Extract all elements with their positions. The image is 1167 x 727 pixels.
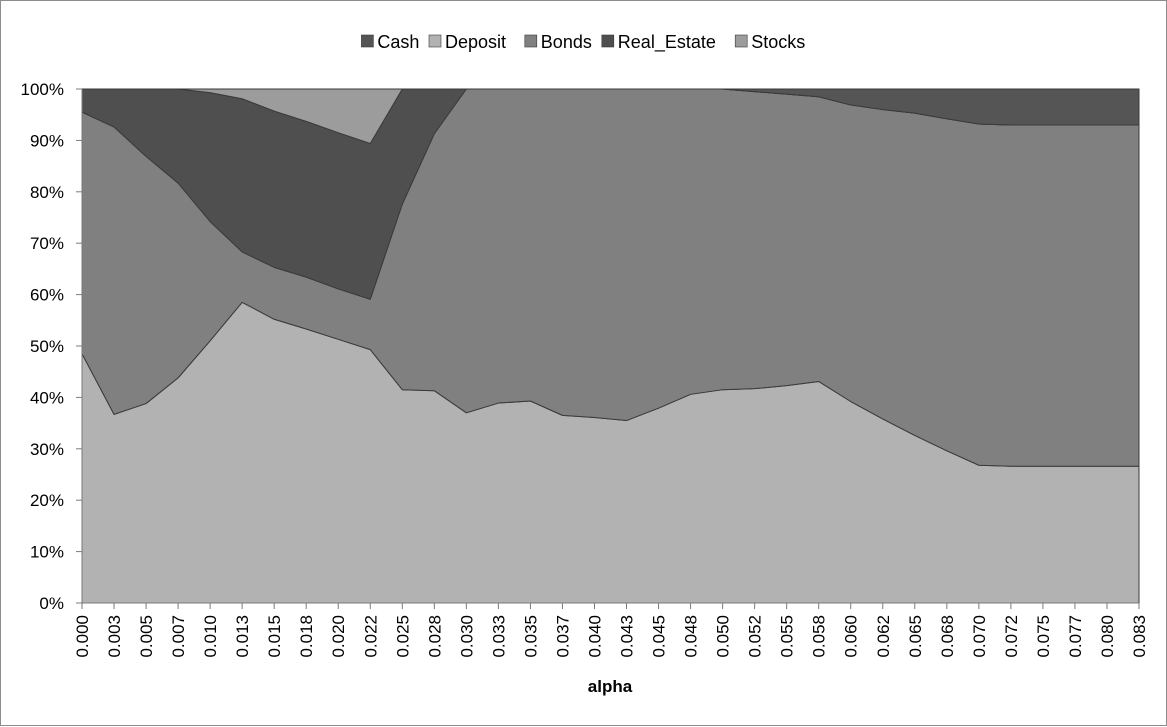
x-tick-label: 0.077: [1066, 615, 1085, 658]
y-tick-label: 20%: [30, 491, 64, 510]
x-tick-label: 0.028: [425, 615, 444, 658]
x-tick-label: 0.062: [874, 615, 893, 658]
x-tick-label: 0.020: [329, 615, 348, 658]
y-tick-label: 90%: [30, 131, 64, 150]
x-tick-label: 0.022: [361, 615, 380, 658]
area-cash: [81, 88, 1140, 126]
y-tick-label: 30%: [30, 440, 64, 459]
y-tick-label: 70%: [30, 234, 64, 253]
x-tick-label: 0.015: [265, 615, 284, 658]
y-tick-label: 50%: [30, 337, 64, 356]
x-tick-label: 0.075: [1034, 615, 1053, 658]
legend-label-real-estate: Real_Estate: [618, 32, 716, 53]
x-tick-label: 0.058: [810, 615, 829, 658]
y-tick-label: 10%: [30, 543, 64, 562]
x-tick-label: 0.003: [105, 615, 124, 658]
x-tick-label: 0.045: [650, 615, 669, 658]
x-tick-label: 0.043: [618, 615, 637, 658]
x-tick-label: 0.018: [297, 615, 316, 658]
x-tick-label: 0.052: [746, 615, 765, 658]
legend-label-stocks: Stocks: [751, 32, 805, 52]
x-tick-label: 0.080: [1098, 615, 1117, 658]
x-tick-label: 0.030: [457, 615, 476, 658]
x-axis-label: alpha: [588, 677, 633, 696]
x-tick-label: 0.010: [201, 615, 220, 658]
x-tick-label: 0.000: [73, 615, 92, 658]
y-tick-label: 0%: [39, 594, 64, 613]
x-tick-label: 0.068: [938, 615, 957, 658]
x-tick-label: 0.072: [1002, 615, 1021, 658]
legend-swatch-deposit: [428, 34, 442, 48]
area-series-group: [81, 88, 1140, 604]
x-tick-label: 0.005: [137, 615, 156, 658]
x-tick-label: 0.040: [585, 615, 604, 658]
legend-swatch-stocks: [734, 34, 748, 48]
x-tick-label: 0.083: [1130, 615, 1149, 658]
legend-label-deposit: Deposit: [445, 32, 506, 52]
x-tick-label: 0.060: [842, 615, 861, 658]
legend-label-cash: Cash: [377, 32, 419, 52]
x-tick-label: 0.065: [906, 615, 925, 658]
legend-swatch-bonds: [524, 34, 538, 48]
legend-swatch-cash: [361, 34, 374, 48]
x-tick-label: 0.013: [233, 615, 252, 658]
legend-swatch-real-estate: [601, 34, 615, 48]
x-tick-label: 0.037: [553, 615, 572, 658]
x-tick-label: 0.035: [521, 615, 540, 658]
x-tick-label: 0.048: [682, 615, 701, 658]
axes-group: 0% 10% 20% 30% 40% 50% 60% 70% 80% 90% 100% 0.000 0.…: [21, 80, 1149, 658]
x-tick-label: 0.055: [778, 615, 797, 658]
legend-label-bonds: Bonds: [541, 32, 592, 52]
y-tick-label: 100%: [21, 80, 64, 99]
x-tick-label: 0.050: [714, 615, 733, 658]
legend: Cash Deposit Bonds Real_Estate Stocks: [361, 32, 805, 53]
y-tick-label: 60%: [30, 286, 64, 305]
x-tick-label: 0.007: [169, 615, 188, 658]
y-tick-label: 80%: [30, 183, 64, 202]
x-tick-label: 0.025: [393, 615, 412, 658]
x-tick-label: 0.033: [489, 615, 508, 658]
y-tick-label: 40%: [30, 388, 64, 407]
x-tick-label: 0.070: [970, 615, 989, 658]
